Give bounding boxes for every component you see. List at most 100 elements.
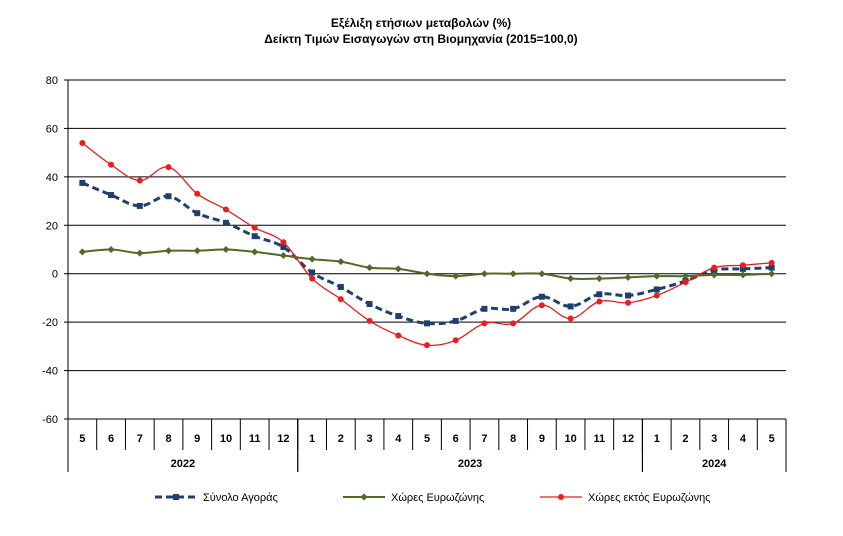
chart-title: Εξέλιξη ετήσιων μεταβολών (%) [331,16,511,30]
legend-label-3: Χώρες εκτός Ευρωζώνης [588,492,711,504]
data-point-series-3 [337,296,344,303]
data-point-series-2 [251,248,259,256]
data-point-series-2 [681,272,689,280]
data-point-series-1 [337,284,344,291]
data-point-series-2 [567,275,575,283]
data-point-series-1 [222,219,229,226]
data-point-series-1 [136,202,143,209]
data-point-series-2 [78,248,86,256]
data-point-series-2 [768,270,776,278]
data-point-series-3 [739,262,746,269]
data-point-series-1 [567,303,574,310]
data-point-series-1 [625,292,632,299]
data-point-series-3 [108,161,115,168]
data-point-series-3 [481,320,488,327]
x-tick-label: 10 [220,433,232,445]
year-label: 2022 [171,458,195,470]
y-tick-label: -40 [42,366,58,378]
data-point-series-1 [251,233,258,240]
data-point-series-1 [309,269,316,276]
data-point-series-1 [165,193,172,200]
data-point-series-3 [538,302,545,309]
x-tick-label: 8 [165,433,171,445]
data-point-series-1 [395,313,402,320]
x-tick-label: 5 [424,433,430,445]
data-point-series-2 [452,272,460,280]
data-point-series-1 [366,300,373,307]
x-tick-label: 11 [593,433,605,445]
data-point-series-1 [739,265,746,272]
x-tick-label: 8 [510,433,516,445]
data-point-series-3 [222,206,229,213]
x-tick-label: 4 [395,433,402,445]
data-point-series-1 [510,305,517,312]
data-point-series-3 [395,332,402,339]
data-point-series-2 [423,270,431,278]
data-point-series-2 [193,247,201,255]
x-tick-label: 12 [622,433,634,445]
y-tick-label: 0 [52,269,58,281]
legend-marker-1 [173,494,179,500]
x-tick-label: 9 [194,433,200,445]
data-point-series-3 [625,299,632,306]
data-point-series-2 [653,272,661,280]
data-point-series-3 [567,315,574,322]
x-tick-label: 11 [249,433,261,445]
year-label: 2024 [702,458,727,470]
x-tick-label: 1 [309,433,315,445]
x-tick-label: 10 [564,433,576,445]
data-point-series-1 [280,244,287,251]
data-point-series-2 [107,246,115,253]
data-point-series-3 [165,164,172,171]
data-point-series-2 [279,252,287,260]
data-point-series-2 [308,255,316,263]
data-point-series-1 [108,192,115,199]
data-point-series-2 [509,270,517,278]
y-tick-label: -20 [42,317,58,329]
data-point-series-3 [280,239,287,246]
x-tick-label: 6 [453,433,459,445]
x-tick-label: 6 [108,433,114,445]
x-tick-label: 1 [654,433,660,445]
chart-subtitle: Δείκτη Τιμών Εισαγωγών στη Βιομηχανία (2… [264,32,577,46]
y-tick-label: 20 [46,220,58,232]
x-tick-label: 5 [79,433,85,445]
data-point-series-3 [79,139,86,146]
x-tick-label: 7 [137,433,143,445]
x-tick-label: 7 [481,433,487,445]
data-point-series-2 [337,258,345,266]
legend: Σύνολο Αγοράς Χώρες Ευρωζώνης Χώρες εκτός … [155,492,711,504]
data-point-series-3 [251,224,258,231]
data-point-series-3 [768,259,775,266]
data-point-series-2 [165,247,173,255]
data-point-series-3 [366,317,373,324]
data-point-series-2 [480,270,488,278]
data-point-series-2 [624,273,632,281]
data-point-series-3 [424,342,430,349]
data-point-series-3 [194,190,201,197]
data-point-series-2 [366,264,374,272]
x-tick-label: 3 [366,433,372,445]
x-tick-label: 5 [769,433,775,445]
data-point-series-3 [653,292,660,299]
data-point-series-2 [538,270,546,278]
data-point-series-2 [710,271,718,279]
legend-marker-2 [360,493,368,501]
x-tick-label: 9 [539,433,545,445]
legend-label-2: Χώρες Ευρωζώνης [391,492,484,504]
data-point-series-2 [739,271,747,279]
data-point-series-3 [596,298,603,305]
data-point-series-2 [136,249,144,257]
data-point-series-3 [309,275,316,282]
series-line-1 [81,181,772,326]
data-point-series-2 [595,275,603,283]
x-tick-label: 12 [277,433,289,445]
data-point-series-1 [424,320,430,327]
series-line-3 [81,142,772,346]
data-point-series-3 [682,279,689,286]
data-point-series-3 [136,177,143,184]
y-tick-label: -60 [42,414,58,426]
x-tick-label: 2 [338,433,344,445]
